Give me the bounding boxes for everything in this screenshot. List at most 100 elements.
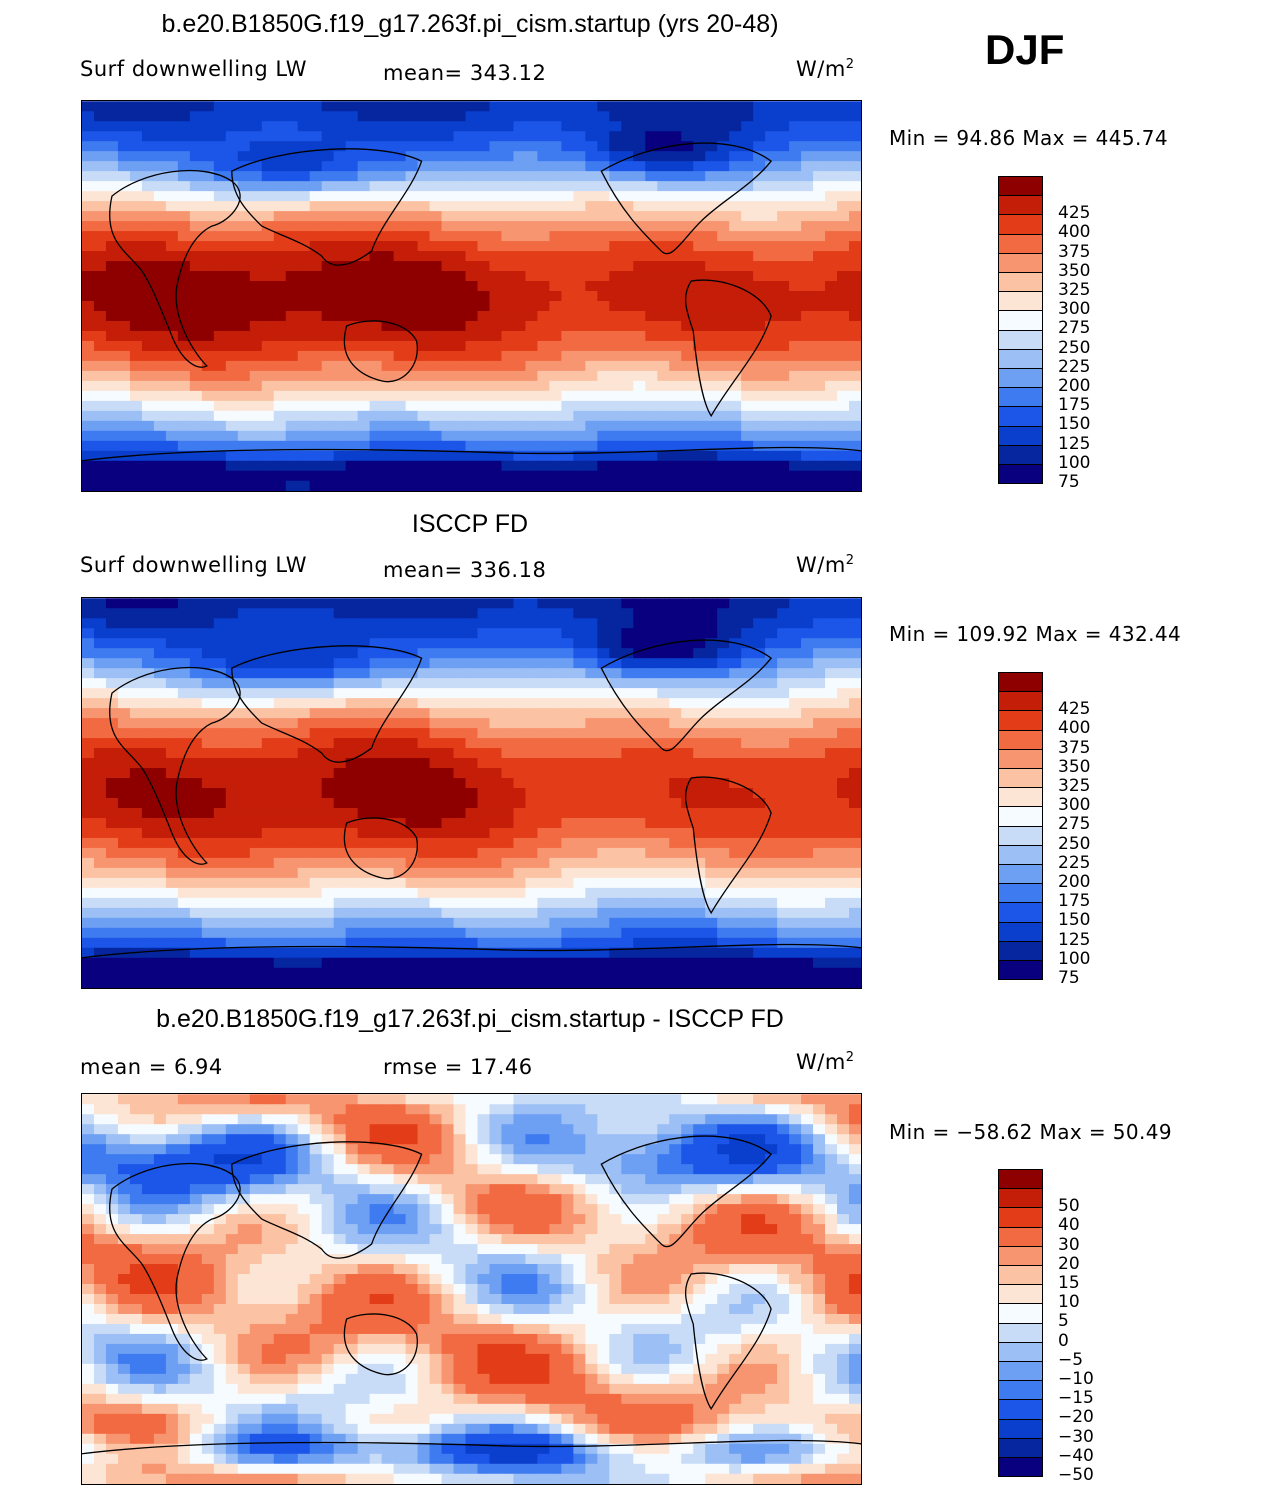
map-cell xyxy=(477,897,490,909)
map-cell xyxy=(777,718,790,729)
map-cell xyxy=(405,430,419,442)
map-cell xyxy=(381,698,395,709)
map-cell xyxy=(549,708,562,719)
map-cell xyxy=(609,440,622,452)
map-cell xyxy=(573,101,586,112)
map-cell xyxy=(453,360,467,372)
map-cell xyxy=(429,937,443,949)
map-cell xyxy=(141,350,155,362)
map-cell xyxy=(741,758,754,769)
map-cell xyxy=(465,638,478,649)
map-cell xyxy=(417,241,431,252)
map-cell xyxy=(405,768,419,779)
map-cell xyxy=(201,817,215,829)
map-cell xyxy=(165,817,179,829)
map-cell xyxy=(501,131,514,142)
map-cell xyxy=(249,271,263,282)
map-cell xyxy=(669,410,682,422)
map-cell xyxy=(285,370,299,382)
map-cell xyxy=(285,857,299,869)
map-cell xyxy=(297,857,311,869)
map-cell xyxy=(621,658,634,669)
map-cell xyxy=(441,598,455,609)
map-cell xyxy=(405,330,419,342)
map-cell xyxy=(441,101,455,112)
map-cell xyxy=(345,678,359,689)
map-cell xyxy=(273,778,287,789)
map-cell xyxy=(753,161,766,172)
map-cell xyxy=(417,310,431,322)
map-cell xyxy=(705,648,718,659)
map-cell xyxy=(777,300,790,312)
map-cell xyxy=(633,221,646,232)
map-cell xyxy=(357,111,371,122)
map-cell xyxy=(477,281,490,292)
map-cell xyxy=(597,191,610,202)
map-cell xyxy=(741,101,754,112)
map-cell xyxy=(729,927,742,939)
map-cell xyxy=(261,738,275,749)
map-cell xyxy=(453,380,467,392)
map-cell xyxy=(249,350,263,362)
map-cell xyxy=(453,440,467,452)
map-cell xyxy=(825,917,838,929)
map-cell xyxy=(753,420,766,432)
map-cell xyxy=(837,688,850,699)
map-cell xyxy=(789,797,802,809)
map-cell xyxy=(669,101,682,112)
map-cell xyxy=(609,877,622,889)
map-cell xyxy=(117,121,131,132)
map-cell xyxy=(705,161,718,172)
map-cell xyxy=(741,330,754,342)
map-cell xyxy=(393,897,407,909)
map-cell xyxy=(321,300,335,312)
map-cell xyxy=(777,877,790,889)
map-cell xyxy=(561,101,574,112)
map-cell xyxy=(357,937,371,949)
map-cell xyxy=(261,380,275,392)
map-cell xyxy=(189,400,203,412)
map-cell xyxy=(177,817,191,829)
map-cell xyxy=(141,300,155,312)
colorbar-swatch xyxy=(998,272,1043,293)
map-cell xyxy=(321,450,335,462)
map-cell xyxy=(213,300,227,312)
map-cell xyxy=(417,857,431,869)
map-cell xyxy=(309,141,323,152)
map-cell xyxy=(669,867,682,879)
map-cell xyxy=(201,718,215,729)
map-cell xyxy=(297,400,311,412)
map-cell xyxy=(189,440,203,452)
map-cell xyxy=(237,400,251,412)
map-cell xyxy=(237,320,251,332)
map-cell xyxy=(357,340,371,352)
map-cell xyxy=(201,221,215,232)
map-cell xyxy=(297,827,311,839)
map-cell xyxy=(417,628,431,639)
map-cell xyxy=(477,678,490,689)
map-cell xyxy=(681,211,694,222)
map-cell xyxy=(573,608,586,619)
map-cell xyxy=(309,708,323,719)
map-cell xyxy=(105,241,119,252)
map-cell xyxy=(477,330,490,342)
map-cell xyxy=(801,400,814,412)
map-cell xyxy=(741,231,754,242)
map-cell xyxy=(429,101,443,112)
map-cell xyxy=(825,350,838,362)
map-cell xyxy=(441,151,455,162)
map-cell xyxy=(801,748,814,759)
map-cell xyxy=(453,271,467,282)
map-cell xyxy=(609,638,622,649)
map-cell xyxy=(129,877,143,889)
map-cell xyxy=(621,480,634,492)
map-cell xyxy=(393,131,407,142)
map-cell xyxy=(609,420,622,432)
map-cell xyxy=(753,370,766,382)
map-cell xyxy=(729,837,742,849)
map-cell xyxy=(813,350,826,362)
map-cell xyxy=(429,738,443,749)
map-cell xyxy=(321,847,335,859)
map-cell xyxy=(777,867,790,879)
map-cell xyxy=(501,877,514,889)
